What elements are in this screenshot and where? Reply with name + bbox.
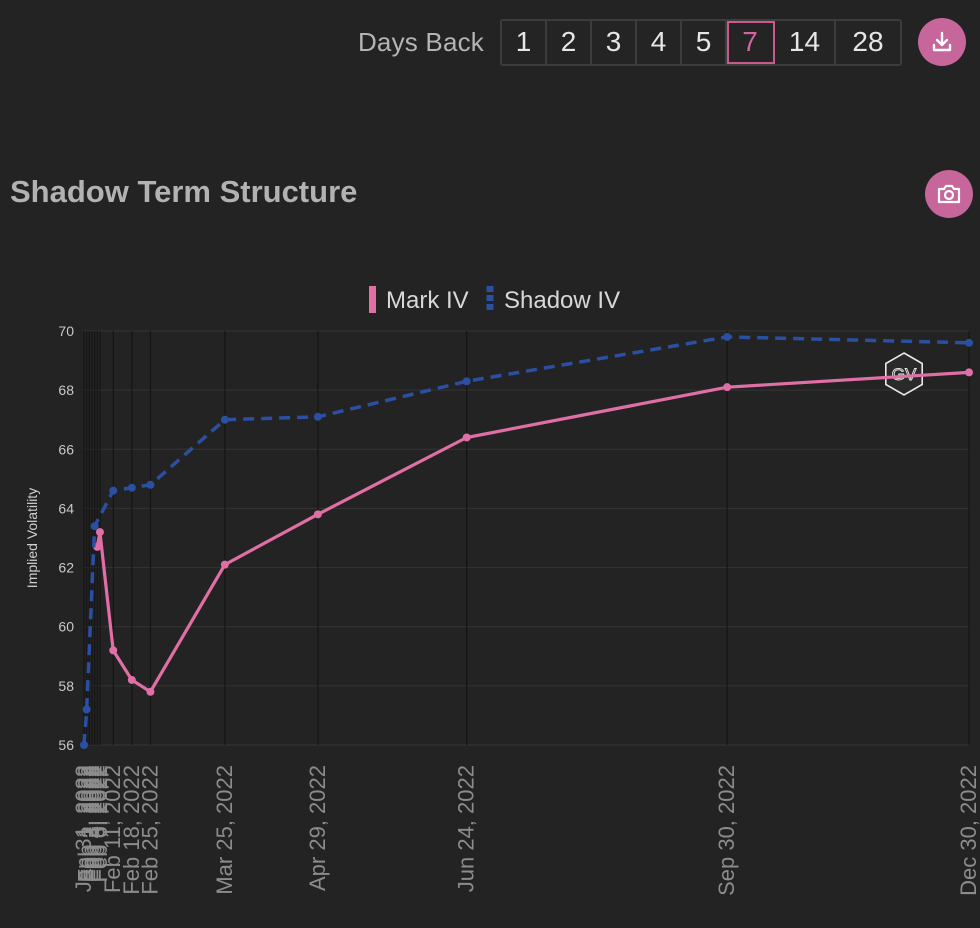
x-tick-label: Feb 18, 2022 xyxy=(119,765,144,895)
data-point xyxy=(127,483,136,492)
y-tick-label: 66 xyxy=(58,441,74,457)
y-tick-label: 62 xyxy=(58,560,74,576)
data-point xyxy=(109,646,118,655)
data-point xyxy=(313,412,322,421)
x-tick-label: Feb 2, 2022 xyxy=(76,765,101,882)
x-tick-label: Feb 5, 2022 xyxy=(84,765,109,882)
x-tick-label: Feb 11, 2022 xyxy=(100,765,125,893)
x-tick-label: Jun 24, 2022 xyxy=(454,765,479,892)
data-point xyxy=(146,687,155,696)
data-point xyxy=(95,528,104,537)
x-tick-label: Feb 3, 2022 xyxy=(79,765,104,882)
x-tick-label: Feb 4, 2022 xyxy=(82,765,107,882)
days-back-option-7[interactable]: 7 xyxy=(727,20,775,64)
y-tick-label: 56 xyxy=(58,737,74,753)
download-button[interactable] xyxy=(918,18,966,66)
x-tick-label: Feb 1, 2022 xyxy=(74,765,99,882)
y-tick-label: 68 xyxy=(58,382,74,398)
data-point xyxy=(109,486,118,495)
data-point xyxy=(462,377,471,386)
screenshot-button[interactable] xyxy=(925,170,973,218)
data-point xyxy=(965,338,973,347)
data-point xyxy=(723,332,732,341)
x-tick-label: Sep 30, 2022 xyxy=(714,765,739,896)
legend-label-shadow-iv: Shadow IV xyxy=(504,287,620,314)
legend: Mark IV Shadow IV xyxy=(369,286,620,314)
days-back-option-14[interactable]: 14 xyxy=(775,20,836,64)
legend-swatch-mark-iv xyxy=(369,286,376,313)
data-point xyxy=(80,741,88,749)
days-back-option-3[interactable]: 3 xyxy=(592,20,637,64)
x-tick-label: Feb 25, 2022 xyxy=(137,765,162,895)
y-tick-label: 60 xyxy=(58,619,74,635)
y-tick-label: 64 xyxy=(58,500,74,516)
x-tick-label: Dec 30, 2022 xyxy=(956,765,980,896)
page-title: Shadow Term Structure xyxy=(10,174,358,209)
watermark-logo: GV xyxy=(884,352,924,396)
x-tick-label: Jan 31, 2022 xyxy=(71,765,96,892)
days-back-button-group: 1 2 3 4 5 7 14 28 xyxy=(500,18,902,66)
x-tick-label: Apr 29, 2022 xyxy=(305,765,330,891)
data-point xyxy=(82,705,91,714)
series-line-mark-iv xyxy=(95,370,970,694)
series-line-shadow-iv xyxy=(82,335,970,746)
days-back-option-28[interactable]: 28 xyxy=(836,20,900,64)
data-point xyxy=(90,522,99,531)
data-point xyxy=(127,675,136,684)
legend-label-mark-iv: Mark IV xyxy=(386,287,469,314)
data-point xyxy=(462,433,471,442)
data-point xyxy=(723,383,732,392)
x-tick-label: Mar 25, 2022 xyxy=(212,765,237,895)
days-back-label: Days Back xyxy=(357,26,484,57)
watermark-text: GV xyxy=(892,365,917,384)
y-tick-label: 70 xyxy=(58,323,74,339)
y-axis-label: Implied Volatility xyxy=(24,488,40,588)
days-back-option-1[interactable]: 1 xyxy=(502,20,547,64)
download-icon xyxy=(932,31,952,52)
days-back-option-2[interactable]: 2 xyxy=(547,20,592,64)
days-back-option-4[interactable]: 4 xyxy=(637,20,682,64)
y-tick-label: 58 xyxy=(58,678,74,694)
data-point xyxy=(965,368,973,377)
data-point xyxy=(220,560,229,569)
data-point xyxy=(313,510,322,519)
data-point xyxy=(146,480,155,489)
watermark-hexagon xyxy=(884,352,924,396)
days-back-option-5[interactable]: 5 xyxy=(682,20,727,64)
days-back-toolbar: Days Back 1 2 3 4 5 7 14 28 xyxy=(358,18,966,66)
camera-icon xyxy=(937,184,961,204)
data-point xyxy=(220,415,229,424)
x-tick-label: Feb 6, 2022 xyxy=(87,765,112,882)
